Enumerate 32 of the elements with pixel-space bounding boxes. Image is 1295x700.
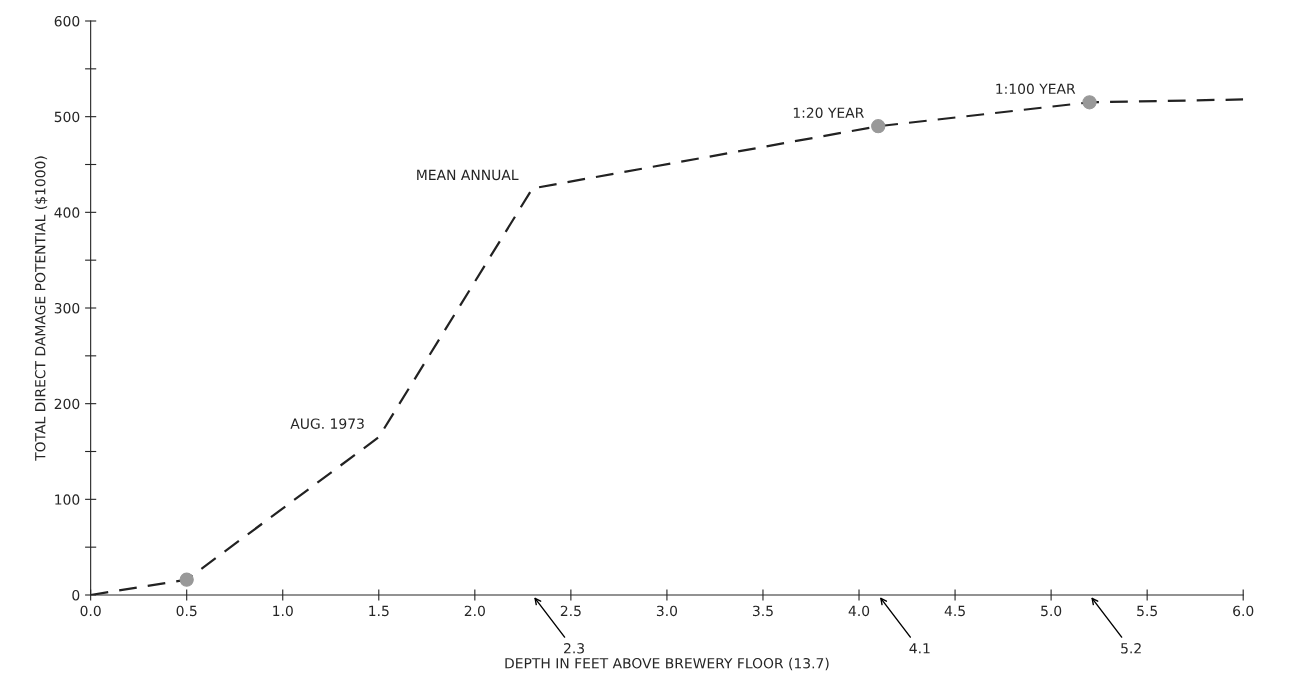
- point: [1082, 95, 1097, 110]
- x-tick-label: 0.5: [176, 605, 197, 617]
- x-tick-label: 3.5: [752, 605, 773, 617]
- x-axis-title: DEPTH IN FEET ABOVE BREWERY FLOOR (13.7): [505, 657, 829, 671]
- x-tick-label: 1.0: [273, 605, 293, 617]
- x-tick-label: 2.5: [560, 605, 581, 617]
- x-tick-label: 2.0: [464, 605, 485, 617]
- y-tick-label: 500: [54, 111, 80, 123]
- point: [179, 572, 194, 587]
- y-tick-label: 600: [54, 15, 80, 27]
- text: 2.3: [564, 643, 584, 654]
- text: 5.2: [1121, 643, 1141, 654]
- annotation: MEAN ANNUAL: [417, 169, 519, 181]
- y-tick-label: 400: [54, 207, 80, 218]
- y-tick-label: 100: [55, 494, 80, 505]
- x-tick-label: 5.5: [1137, 605, 1157, 617]
- y-axis-title: TOTAL DIRECT DAMAGE POTENTIAL ($1000): [34, 156, 48, 461]
- x-tick-label: 6.0: [1233, 605, 1254, 617]
- annotation: 1:20 YEAR: [793, 107, 864, 118]
- y-tick-label: 0: [72, 589, 80, 601]
- x-tick-label: 5.0: [1041, 605, 1062, 617]
- y-tick-label: 300: [54, 302, 80, 314]
- x-tick-label: 4.5: [944, 605, 965, 617]
- x-tick-label: 4.0: [848, 605, 870, 617]
- x-tick-label: 3.0: [656, 605, 678, 617]
- text: 4.1: [909, 643, 930, 654]
- x-tick-label: 1.5: [369, 605, 389, 617]
- x-tick-label: 0.0: [80, 605, 101, 617]
- annotation: 1:100 YEAR: [996, 83, 1076, 95]
- point: [871, 119, 886, 134]
- y-tick-label: 200: [54, 398, 80, 410]
- annotation: AUG. 1973: [290, 418, 364, 429]
